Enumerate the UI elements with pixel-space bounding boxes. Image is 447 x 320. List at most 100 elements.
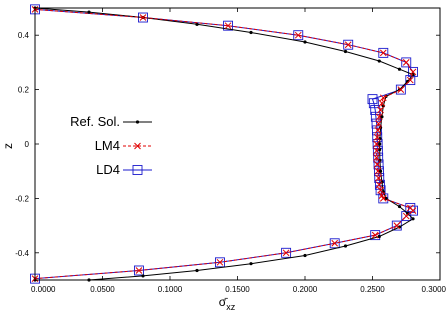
data-point (409, 68, 417, 76)
data-point (374, 173, 385, 183)
data-point (377, 106, 384, 114)
data-point (372, 145, 383, 156)
axis-labels: σ̄xz z (1, 143, 236, 312)
data-point (293, 30, 304, 41)
data-point (133, 265, 144, 276)
data-point (224, 22, 232, 30)
x-tick-label: 0.1000 (158, 285, 183, 294)
data-point (406, 76, 414, 84)
data-point (377, 186, 384, 194)
data-point (409, 207, 417, 214)
x-tick-label: 0.0000 (31, 285, 56, 294)
data-point (377, 234, 381, 239)
data-point (303, 253, 307, 258)
series-lm4 (31, 6, 417, 282)
data-point (375, 113, 383, 121)
data-point (405, 75, 416, 86)
data-point (141, 274, 145, 278)
data-point (377, 59, 381, 63)
data-point (331, 239, 339, 247)
data-point (375, 120, 382, 127)
data-point (384, 196, 388, 200)
data-point (294, 31, 302, 39)
data-point (379, 169, 383, 173)
data-point (216, 258, 224, 266)
legend-marker (134, 142, 141, 150)
data-point (371, 231, 379, 239)
data-point (373, 147, 380, 155)
data-point (135, 267, 143, 274)
tick-labels: 0.0000 0.0500 0.1000 0.1500 0.2000 0.2500 0.30… (15, 31, 446, 294)
legend-label: Ref. Sol. (70, 114, 120, 129)
x-tick-label: 0.2000 (293, 285, 318, 294)
data-point (408, 205, 418, 216)
data-point (372, 132, 383, 143)
data-point (373, 133, 381, 141)
data-point (402, 59, 410, 66)
data-point (344, 41, 352, 49)
legend-marker (135, 120, 140, 124)
data-point (249, 30, 253, 35)
legend-entry: LD4 (96, 162, 152, 177)
data-point (343, 49, 348, 54)
data-point (329, 238, 340, 249)
legend-label: LD4 (96, 162, 120, 177)
legend: Ref. Sol. LM4 LD4 (70, 114, 152, 177)
data-point (401, 57, 412, 68)
x-tick-label: 0.0500 (90, 285, 115, 294)
legend-label: LM4 (95, 138, 120, 153)
data-point (397, 67, 402, 71)
data-point (375, 181, 383, 189)
data-point (380, 115, 384, 119)
data-point (375, 174, 382, 182)
axes (34, 7, 441, 281)
series-ref-sol- (33, 6, 415, 282)
y-tick-label: -0.2 (15, 194, 29, 203)
data-point (282, 249, 290, 257)
y-axis-label: z (1, 143, 15, 149)
data-point (378, 99, 386, 107)
data-point (397, 204, 402, 209)
data-point (195, 22, 199, 26)
data-point (368, 98, 379, 109)
data-point (139, 14, 147, 21)
x-axis-label-main: σ̄ (219, 295, 228, 309)
data-point (281, 247, 292, 258)
data-point (397, 86, 405, 93)
series-line (34, 8, 414, 280)
data-point (195, 268, 199, 273)
data-point (249, 262, 253, 266)
series-ld4 (30, 4, 418, 284)
x-axis-label: σ̄xz (219, 295, 236, 312)
data-point (370, 105, 381, 115)
data-point (373, 154, 380, 161)
data-point (343, 39, 354, 50)
data-point (87, 10, 91, 14)
data-point (402, 212, 410, 220)
data-point (373, 140, 380, 148)
data-point (393, 222, 401, 229)
data-point (373, 161, 381, 168)
legend-marker (132, 165, 143, 175)
data-point (379, 94, 387, 102)
data-point (223, 20, 234, 31)
legend-entry: Ref. Sol. (70, 114, 152, 129)
data-point (379, 49, 387, 57)
data-point (408, 66, 418, 77)
data-point (378, 142, 382, 146)
y-tick-label: 0 (25, 140, 30, 149)
data-point (395, 84, 406, 95)
data-point (374, 167, 382, 175)
x-tick-label: 0.2500 (360, 285, 385, 294)
y-tick-label: 0.2 (18, 86, 30, 95)
data-point (303, 40, 307, 44)
data-point (378, 47, 389, 58)
series-line (34, 8, 414, 280)
data-point (372, 139, 383, 149)
data-point (343, 244, 348, 248)
x-tick-label: 0.1500 (225, 285, 250, 294)
y-tick-label: 0.4 (18, 31, 30, 40)
data-point (374, 127, 382, 134)
x-tick-label: 0.3000 (422, 285, 447, 294)
series-layer (30, 4, 418, 284)
